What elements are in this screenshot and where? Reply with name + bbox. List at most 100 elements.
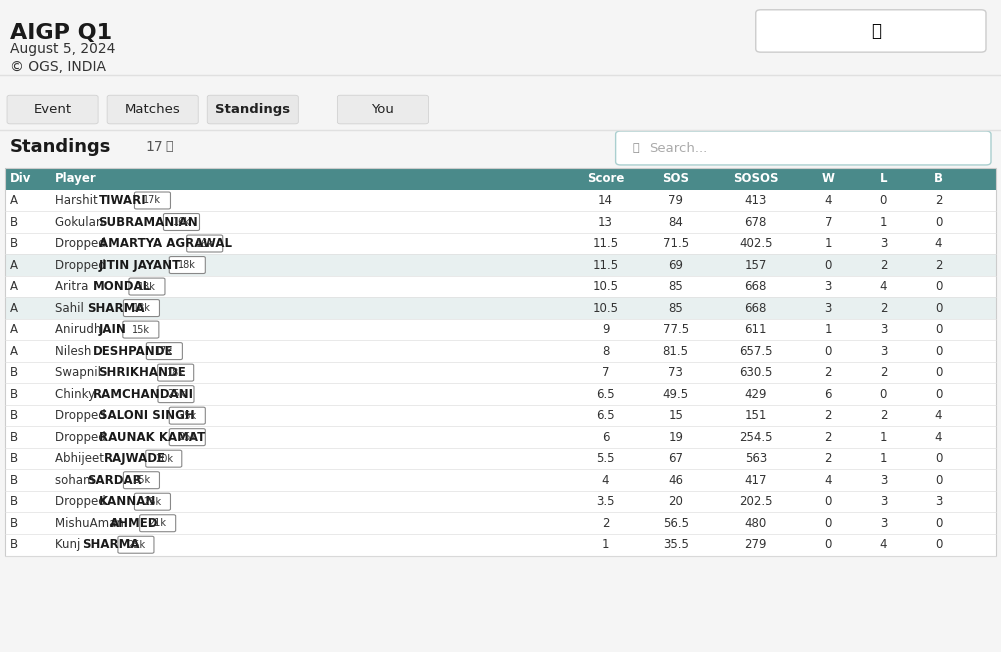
Text: 73: 73 <box>669 366 683 379</box>
Text: Anirudh: Anirudh <box>55 323 105 336</box>
Text: 417: 417 <box>745 474 767 486</box>
Text: B: B <box>10 452 18 465</box>
FancyBboxPatch shape <box>107 95 198 124</box>
FancyBboxPatch shape <box>146 450 182 467</box>
Bar <box>5 168 996 556</box>
Text: 85: 85 <box>669 302 683 314</box>
FancyBboxPatch shape <box>5 469 996 491</box>
FancyBboxPatch shape <box>134 494 170 510</box>
Text: JAIN: JAIN <box>98 323 126 336</box>
Text: SALONI SINGH: SALONI SINGH <box>98 409 194 422</box>
Text: 0: 0 <box>935 539 942 551</box>
Text: August 5, 2024: August 5, 2024 <box>10 42 115 56</box>
Text: 2: 2 <box>935 194 942 207</box>
Text: 19: 19 <box>669 431 683 443</box>
FancyBboxPatch shape <box>5 512 996 534</box>
FancyBboxPatch shape <box>163 214 199 231</box>
Text: Player: Player <box>55 173 97 185</box>
Text: 0: 0 <box>880 388 887 400</box>
Text: B: B <box>10 216 18 228</box>
FancyBboxPatch shape <box>5 168 996 190</box>
FancyBboxPatch shape <box>118 537 154 553</box>
Text: SHARMA: SHARMA <box>82 539 139 551</box>
Text: 413: 413 <box>745 194 767 207</box>
Text: 11.5: 11.5 <box>593 237 619 250</box>
FancyBboxPatch shape <box>158 385 194 402</box>
Text: SARDAR: SARDAR <box>88 474 142 486</box>
FancyBboxPatch shape <box>5 340 996 362</box>
Text: 668: 668 <box>745 302 767 314</box>
Text: 402.5: 402.5 <box>739 237 773 250</box>
Text: Standings: Standings <box>10 138 111 156</box>
Text: Harshit: Harshit <box>55 194 101 207</box>
Text: 84: 84 <box>669 216 683 228</box>
FancyBboxPatch shape <box>5 534 996 556</box>
FancyBboxPatch shape <box>5 211 996 233</box>
Text: 151: 151 <box>745 409 767 422</box>
Text: 157: 157 <box>745 259 767 271</box>
Text: 0: 0 <box>825 539 832 551</box>
FancyBboxPatch shape <box>5 405 996 426</box>
Text: 79: 79 <box>669 194 683 207</box>
Text: 25k: 25k <box>178 411 196 421</box>
FancyBboxPatch shape <box>139 515 176 532</box>
Text: 1: 1 <box>880 216 887 228</box>
Text: 71.5: 71.5 <box>663 237 689 250</box>
Text: KANNAN: KANNAN <box>98 496 156 508</box>
Text: A: A <box>10 280 18 293</box>
Text: 17k: 17k <box>155 346 173 356</box>
Text: 3: 3 <box>880 474 887 486</box>
Text: 25k: 25k <box>127 540 145 550</box>
Text: 0: 0 <box>825 496 832 508</box>
Text: Chinky: Chinky <box>55 388 99 400</box>
Text: 611: 611 <box>745 323 767 336</box>
Text: Matches: Matches <box>125 103 180 116</box>
FancyBboxPatch shape <box>5 319 996 340</box>
Text: Search...: Search... <box>649 141 707 155</box>
Text: 4: 4 <box>935 431 942 443</box>
Text: 5.5: 5.5 <box>597 452 615 465</box>
Text: 2: 2 <box>825 431 832 443</box>
Text: 279: 279 <box>745 539 767 551</box>
Text: A: A <box>10 302 18 314</box>
Text: RAUNAK KAMAT: RAUNAK KAMAT <box>98 431 205 443</box>
Text: 17k: 17k <box>143 196 161 205</box>
Text: 563: 563 <box>745 452 767 465</box>
Text: SOS: SOS <box>663 173 689 185</box>
Text: 0: 0 <box>935 280 942 293</box>
Text: 56.5: 56.5 <box>663 517 689 529</box>
Text: Dropped: Dropped <box>55 409 109 422</box>
Text: 👥: 👥 <box>165 140 172 153</box>
Text: B: B <box>934 173 943 185</box>
Text: A: A <box>10 259 18 271</box>
FancyBboxPatch shape <box>169 257 205 274</box>
FancyBboxPatch shape <box>5 297 996 319</box>
Text: 14: 14 <box>599 194 613 207</box>
FancyBboxPatch shape <box>5 254 996 276</box>
Text: B: B <box>10 496 18 508</box>
Text: Score: Score <box>587 173 625 185</box>
Text: 1: 1 <box>602 539 610 551</box>
FancyBboxPatch shape <box>123 321 159 338</box>
Text: 35.5: 35.5 <box>663 539 689 551</box>
Text: 13k: 13k <box>138 282 156 291</box>
Text: A: A <box>10 323 18 336</box>
Text: 0: 0 <box>935 366 942 379</box>
Text: SOSOS: SOSOS <box>733 173 779 185</box>
Text: Dropped: Dropped <box>55 259 109 271</box>
Text: 0: 0 <box>825 345 832 357</box>
Text: 4: 4 <box>825 474 832 486</box>
Text: Kunj: Kunj <box>55 539 84 551</box>
FancyBboxPatch shape <box>5 426 996 448</box>
Text: 2: 2 <box>825 366 832 379</box>
Text: TIWARI: TIWARI <box>98 194 146 207</box>
Text: B: B <box>10 237 18 250</box>
Text: 25k: 25k <box>143 497 161 507</box>
Text: 81.5: 81.5 <box>663 345 689 357</box>
Text: 8: 8 <box>602 345 610 357</box>
Text: Aritra: Aritra <box>55 280 92 293</box>
Text: 630.5: 630.5 <box>739 366 773 379</box>
Text: DESHPANDE: DESHPANDE <box>93 345 173 357</box>
Text: © OGS, INDIA: © OGS, INDIA <box>10 60 106 74</box>
Text: 🔍: 🔍 <box>633 143 640 153</box>
